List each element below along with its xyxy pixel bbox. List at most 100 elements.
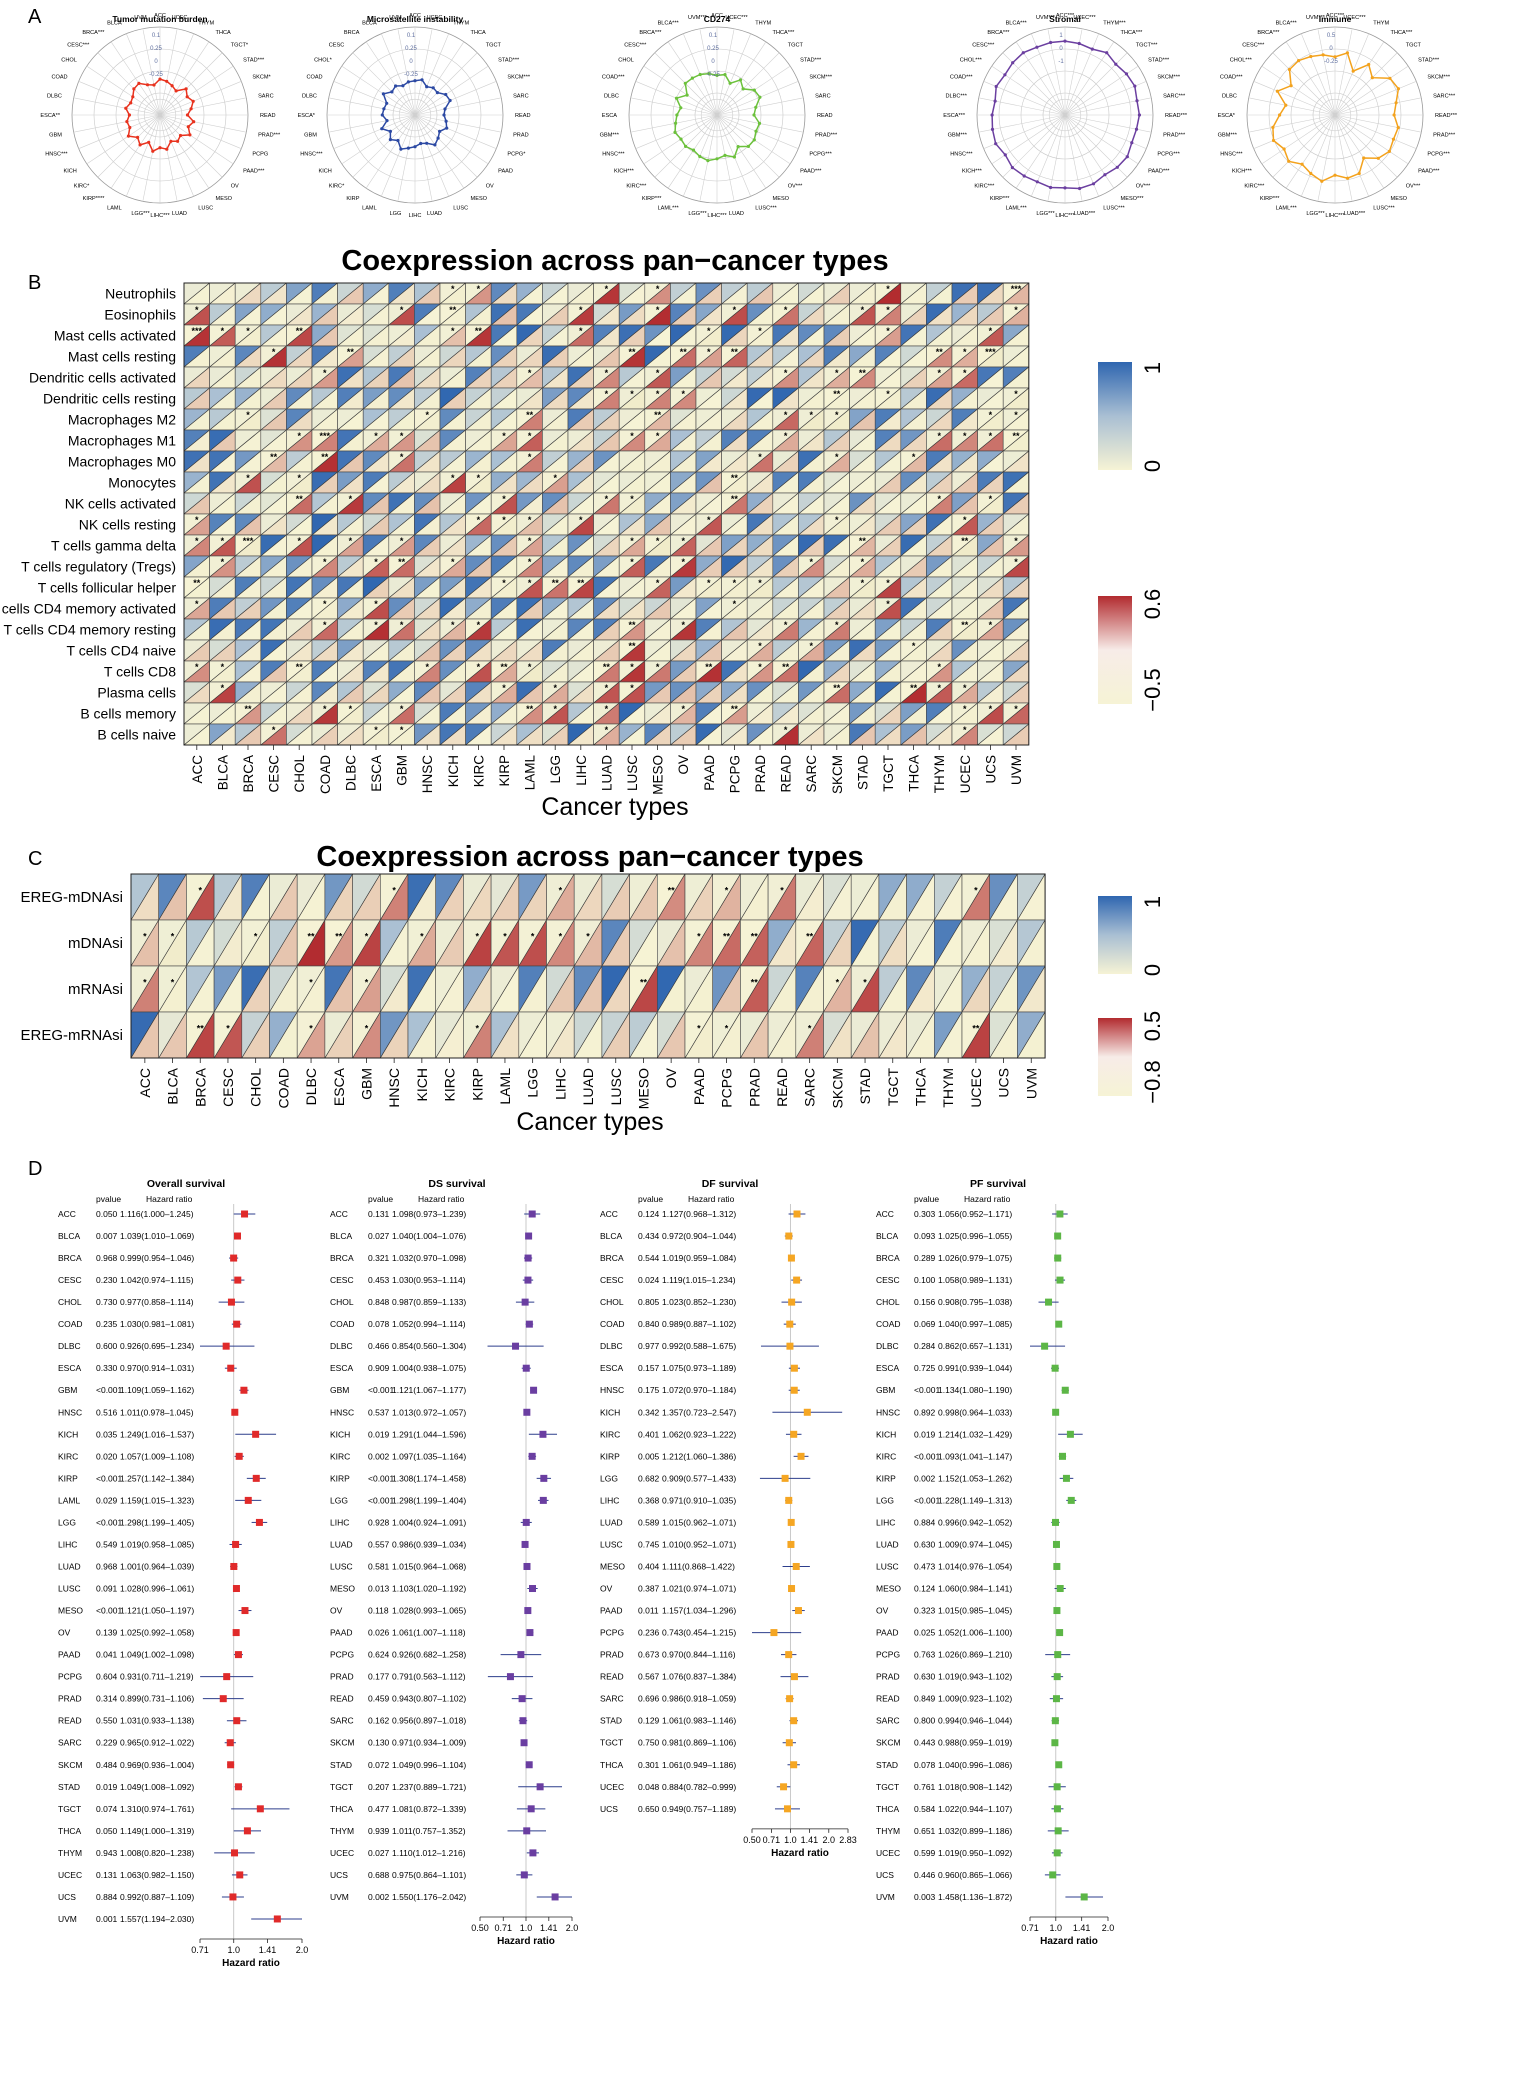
forest-row-pvalue: 0.005: [638, 1451, 660, 1461]
significance-marker: *: [349, 704, 353, 714]
hr-marker: [232, 1585, 240, 1593]
hr-marker: [522, 1364, 530, 1372]
row-label: Eosinophils: [104, 307, 176, 323]
forest-row-pvalue: 0.745: [638, 1539, 660, 1549]
cell-diagonal: [670, 471, 697, 494]
cell-diagonal: [951, 450, 978, 473]
radar-point: [1300, 162, 1304, 166]
cell-diagonal: [516, 345, 543, 368]
cell-diagonal: [516, 366, 543, 389]
hr-marker: [273, 1915, 281, 1923]
forest-row-pvalue: 0.434: [638, 1231, 660, 1241]
cell-diagonal: [951, 387, 978, 410]
radar-spoke: [1334, 97, 1422, 116]
forest-row-hr: 1.557(1.194–2.030): [120, 1914, 194, 1924]
significance-marker: *: [528, 452, 532, 462]
x-tick-label: LUSC: [625, 755, 640, 791]
forest-row-hr: 1.019(0.958–1.085): [120, 1539, 194, 1549]
radar-point: [1114, 62, 1118, 66]
cell-diagonal: [1002, 324, 1030, 347]
radar-point: [419, 141, 423, 146]
hr-marker: [517, 1651, 525, 1659]
radar-title: Microsatellite instability: [367, 14, 464, 24]
radar-point: [1049, 185, 1053, 190]
radar-axis-label: LIHC: [409, 213, 422, 219]
radar-axis-label: LAML***: [658, 205, 680, 211]
forest-row-label: STAD: [600, 1716, 622, 1726]
radar-point: [381, 92, 385, 96]
significance-marker: **: [751, 977, 759, 987]
cell-diagonal: [798, 366, 825, 389]
forest-row-label: KIRC: [330, 1451, 350, 1461]
cell-diagonal: [849, 555, 876, 578]
forest-row-pvalue: 0.156: [914, 1297, 936, 1307]
radar-point: [1357, 171, 1361, 176]
row-label: EREG-mDNAsi: [20, 889, 123, 906]
radar-axis-label: UCEC: [172, 15, 188, 21]
forest-row-label: ESCA: [58, 1363, 81, 1373]
forest-row-hr: 1.032(0.970–1.098): [392, 1253, 466, 1263]
radar-axis-label: ACC***: [1326, 13, 1345, 19]
radar-spoke: [333, 81, 416, 116]
cell-diagonal: [849, 345, 876, 368]
forest-row-label: LUAD: [58, 1561, 81, 1571]
forest-row-hr: 1.049(1.008–1.092): [120, 1782, 194, 1792]
radar-point: [158, 146, 162, 150]
significance-marker: *: [477, 662, 481, 672]
significance-marker: *: [365, 977, 369, 987]
forest-row-label: STAD: [58, 1782, 80, 1792]
radar-point: [1309, 171, 1313, 176]
significance-marker: *: [835, 452, 839, 462]
significance-marker: *: [725, 885, 729, 895]
radar-spoke: [73, 97, 161, 116]
forest-row-pvalue: 0.002: [368, 1892, 390, 1902]
x-tick-label: LUAD: [580, 1068, 596, 1105]
radar-spoke: [1272, 114, 1336, 178]
radar-axis-label: KIRP****: [83, 196, 106, 202]
radar-axis-label: SARC: [815, 93, 831, 99]
radar-axis-label: SKCM***: [1157, 75, 1181, 81]
hr-marker: [520, 1871, 528, 1879]
forest-row-label: KIRP: [600, 1451, 620, 1461]
cell-diagonal: [746, 450, 774, 473]
significance-marker: *: [425, 662, 429, 672]
cell-diagonal: [849, 492, 876, 515]
hr-marker: [551, 1893, 559, 1901]
radar-point: [385, 101, 389, 105]
radar-axis-label: PCPG***: [1157, 151, 1180, 157]
radar-axis-label: BRCA: [344, 30, 360, 36]
significance-marker: *: [697, 1023, 701, 1033]
hr-marker: [227, 1364, 235, 1372]
cell-diagonal: [951, 555, 978, 578]
hr-marker: [793, 1276, 801, 1284]
row-label: T cells follicular helper: [38, 580, 177, 596]
forest-row-pvalue: 0.048: [638, 1782, 660, 1792]
row-label: T cells CD4 memory activated: [0, 601, 176, 617]
radar-point: [1063, 39, 1067, 43]
cell-diagonal: [670, 534, 697, 557]
forest-row-pvalue: 0.330: [96, 1363, 118, 1373]
significance-marker: *: [733, 599, 737, 609]
hr-marker: [252, 1474, 260, 1482]
radar-axis-label: SKCM***: [1427, 75, 1451, 81]
cell-diagonal: [362, 366, 390, 389]
radar-point: [1133, 84, 1137, 88]
radar-ring-label: 1: [1059, 33, 1063, 39]
cell-diagonal: [874, 387, 902, 410]
cell-diagonal: [721, 555, 748, 578]
radar-spoke: [365, 41, 416, 116]
forest-row-hr: 1.214(1.032–1.429): [938, 1429, 1012, 1439]
forest-row-label: TGCT: [58, 1804, 81, 1814]
significance-marker: *: [323, 620, 327, 630]
radar-axis-label: SKCM*: [252, 75, 271, 81]
significance-marker: *: [400, 620, 404, 630]
cell-diagonal: [209, 303, 236, 326]
radar-spoke: [1285, 41, 1336, 116]
cell-diagonal: [286, 492, 313, 515]
radar-point: [1387, 149, 1391, 153]
significance-marker: **: [961, 620, 969, 630]
forest-row-hr: 1.119(1.015–1.234): [662, 1275, 736, 1285]
hr-marker: [529, 1849, 537, 1857]
cell-diagonal: [951, 513, 978, 536]
radar-axis-label: CESC: [329, 42, 345, 48]
